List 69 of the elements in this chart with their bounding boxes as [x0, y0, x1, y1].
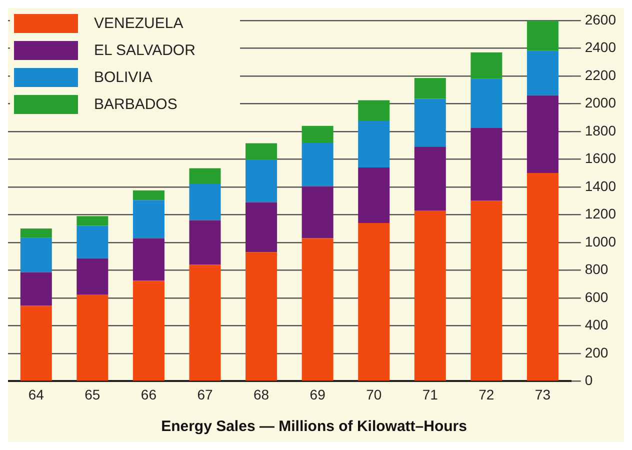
bar — [246, 160, 278, 202]
x-tick-label: 72 — [478, 386, 494, 402]
y-tick-label: 400 — [584, 316, 608, 333]
bar — [246, 143, 278, 160]
bar — [302, 142, 334, 186]
bar — [20, 228, 52, 238]
bar — [414, 78, 446, 99]
bar — [246, 252, 278, 381]
y-tick-label: 1400 — [584, 178, 616, 194]
bar — [470, 128, 502, 201]
x-tick-label: 70 — [366, 386, 382, 402]
text: Energy Sales — Millions of Kilowatt–Hours — [161, 418, 467, 436]
x-tick-label: 73 — [534, 386, 551, 402]
y-tick-label: 1200 — [584, 206, 616, 222]
bar — [20, 238, 52, 272]
legend-label: BARBADOS — [94, 96, 178, 114]
bar — [189, 183, 221, 220]
bar — [470, 78, 502, 128]
bar — [414, 146, 446, 211]
bar — [132, 190, 164, 200]
bar — [526, 173, 558, 381]
x-tick-label: 71 — [422, 386, 438, 402]
legend-label: BOLIVIA — [94, 69, 152, 86]
x-tick-label: 64 — [28, 386, 44, 402]
bar — [20, 306, 52, 381]
y-tick-label: 600 — [584, 288, 608, 305]
y-tick-label: 1800 — [584, 122, 616, 138]
y-tick-label: 2400 — [584, 39, 616, 56]
bar — [470, 200, 502, 381]
y-tick-label: 800 — [584, 261, 608, 278]
bar — [20, 272, 52, 306]
bar — [132, 238, 164, 281]
x-tick-label: 67 — [197, 386, 213, 402]
bar — [302, 126, 334, 143]
x-tick-label: 66 — [140, 386, 157, 402]
bar — [246, 202, 278, 252]
bar — [358, 121, 390, 168]
bar — [132, 200, 164, 238]
y-tick-label: 2200 — [584, 66, 616, 83]
bar — [302, 238, 334, 381]
bar — [189, 220, 221, 265]
bar — [414, 210, 446, 381]
bar — [302, 186, 334, 238]
bar — [76, 258, 108, 294]
x-tick-label: 68 — [253, 386, 270, 402]
bar — [76, 294, 108, 381]
bar — [358, 167, 390, 224]
legend-label: VENEZUELA — [94, 15, 184, 32]
bar — [526, 50, 558, 96]
bar — [189, 168, 221, 184]
y-tick-label: 2000 — [584, 94, 616, 111]
y-tick-label: 1000 — [584, 233, 616, 250]
bar — [526, 95, 558, 174]
y-tick-label: 200 — [584, 344, 608, 360]
y-tick-label: 1600 — [584, 150, 616, 166]
bar — [76, 226, 108, 258]
bar — [526, 20, 558, 51]
y-tick-label: 0 — [584, 372, 593, 388]
x-tick-label: 69 — [310, 386, 326, 402]
bar — [414, 98, 446, 147]
bar — [76, 216, 108, 226]
x-tick-label: 65 — [84, 386, 100, 402]
bar — [358, 100, 390, 122]
bar — [189, 264, 221, 381]
legend-label: EL SALVADOR — [94, 42, 196, 60]
bar — [358, 223, 390, 381]
y-tick-label: 2600 — [584, 11, 616, 28]
bar — [470, 52, 502, 79]
bar — [132, 280, 164, 381]
